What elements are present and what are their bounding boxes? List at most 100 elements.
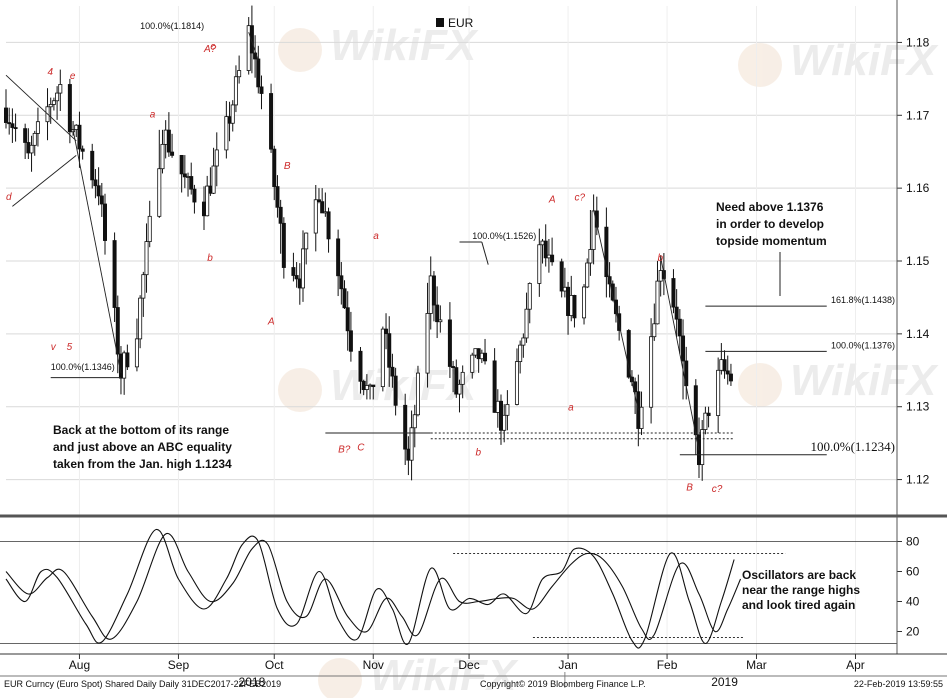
candle-body bbox=[460, 371, 465, 385]
candle-body bbox=[604, 226, 609, 278]
candle bbox=[706, 406, 711, 428]
candle-body bbox=[719, 359, 724, 371]
osc-y-tick-label: 40 bbox=[906, 595, 920, 609]
candle-body bbox=[483, 352, 488, 362]
osc-y-tick-label: 60 bbox=[906, 565, 920, 579]
osc-y-tick-label: 80 bbox=[906, 535, 920, 549]
candle-body bbox=[451, 366, 456, 368]
candle-body bbox=[569, 294, 574, 316]
candle bbox=[10, 108, 15, 143]
candle-body bbox=[300, 248, 305, 289]
candle-body bbox=[230, 104, 235, 124]
candle bbox=[514, 348, 519, 406]
candle-body bbox=[134, 338, 139, 368]
wave-label: A? bbox=[203, 44, 217, 55]
candle-body bbox=[447, 319, 452, 367]
wave-label: B bbox=[284, 161, 291, 172]
candle bbox=[460, 365, 465, 399]
price-y-tick-label: 1.16 bbox=[906, 181, 930, 195]
candle bbox=[160, 129, 165, 174]
candle-body bbox=[521, 337, 526, 346]
candle-body bbox=[617, 313, 622, 331]
candle bbox=[90, 143, 95, 189]
wave-label: c? bbox=[574, 193, 585, 204]
annotation-need-line-3: topside momentum bbox=[716, 234, 827, 248]
candle-body bbox=[572, 294, 577, 319]
candle-body bbox=[272, 148, 277, 187]
candle bbox=[502, 404, 507, 443]
candle-body bbox=[537, 244, 542, 284]
candle-body bbox=[393, 375, 398, 406]
candle-body bbox=[189, 176, 194, 190]
candle-body bbox=[505, 404, 510, 416]
candle-body bbox=[540, 240, 545, 246]
candle bbox=[189, 162, 194, 195]
candle bbox=[403, 393, 408, 465]
candle-body bbox=[179, 154, 184, 175]
candle bbox=[371, 384, 376, 400]
candle bbox=[406, 436, 411, 476]
candle bbox=[125, 344, 130, 370]
candle bbox=[649, 318, 654, 424]
candle bbox=[543, 224, 548, 267]
candle bbox=[336, 229, 341, 297]
candle bbox=[93, 169, 98, 199]
candle bbox=[431, 271, 436, 322]
candle bbox=[582, 284, 587, 325]
candle-body bbox=[13, 127, 18, 130]
candle-body bbox=[80, 148, 85, 152]
level-tag-label: 100.0%(1.1526) bbox=[472, 231, 536, 241]
candle bbox=[358, 346, 363, 394]
annotation-osc-line-3: and look tired again bbox=[742, 598, 855, 612]
candle-body bbox=[122, 352, 127, 379]
candle bbox=[291, 252, 296, 282]
watermark-text: WikiFX bbox=[370, 651, 519, 698]
candle-body bbox=[550, 254, 555, 263]
candle-body bbox=[387, 333, 392, 368]
candle-body bbox=[681, 335, 686, 362]
candle bbox=[677, 309, 682, 354]
candle bbox=[144, 223, 149, 293]
candle bbox=[415, 365, 420, 417]
candle-body bbox=[524, 308, 529, 339]
x-year-label: 2019 bbox=[711, 675, 738, 689]
candle-body bbox=[170, 151, 175, 156]
candle bbox=[163, 120, 168, 159]
candle bbox=[7, 107, 12, 135]
candle-body bbox=[502, 414, 507, 431]
candle bbox=[451, 360, 456, 393]
candle-body bbox=[259, 86, 264, 94]
watermark-logo-icon bbox=[738, 363, 782, 407]
candle bbox=[495, 389, 500, 428]
candle-body bbox=[588, 249, 593, 264]
wave-label: a bbox=[373, 231, 379, 242]
candle bbox=[208, 167, 213, 196]
candle-body bbox=[562, 286, 567, 292]
candle-body bbox=[582, 286, 587, 319]
candle-body bbox=[48, 104, 53, 108]
candle bbox=[170, 133, 175, 158]
candle-body bbox=[224, 116, 229, 151]
watermark-logo-icon bbox=[318, 658, 362, 698]
level-line-label: 161.8%(1.1438) bbox=[831, 295, 895, 305]
candle bbox=[674, 289, 679, 337]
candle-body bbox=[722, 359, 727, 372]
candle-body bbox=[384, 328, 389, 335]
candle-body bbox=[428, 275, 433, 314]
candle bbox=[80, 145, 85, 160]
candle bbox=[339, 262, 344, 305]
candle-body bbox=[7, 122, 12, 125]
watermark-text: WikiFX bbox=[790, 36, 939, 85]
level-tag-label: 100.0%(1.1814) bbox=[140, 21, 204, 31]
candle bbox=[518, 340, 523, 374]
candle-body bbox=[380, 328, 385, 388]
candle-body bbox=[342, 288, 347, 309]
price-y-tick-label: 1.17 bbox=[906, 108, 930, 122]
candle-body bbox=[10, 123, 15, 128]
x-year-label: 2018 bbox=[239, 675, 266, 689]
candle-body bbox=[518, 344, 523, 363]
wave-label: A bbox=[548, 195, 556, 206]
wave-label: B? bbox=[338, 445, 351, 456]
legend-swatch bbox=[436, 18, 444, 27]
